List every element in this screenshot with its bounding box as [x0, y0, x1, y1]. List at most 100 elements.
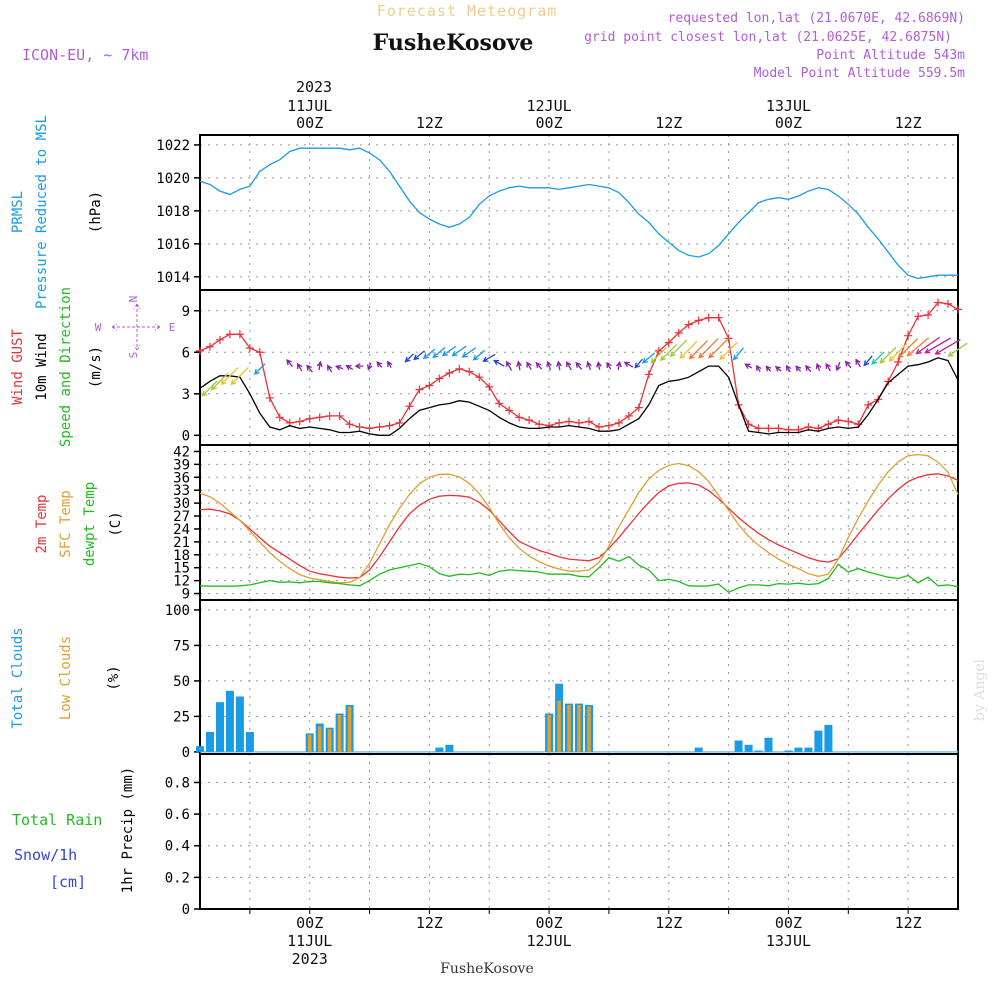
- wind-arrow: [879, 346, 897, 364]
- gust-point: [415, 385, 424, 394]
- gust-point: [515, 413, 524, 422]
- clouds-bar-0: [824, 724, 833, 752]
- time-label-top: 11JUL: [287, 97, 332, 115]
- y-tick-label: 0.2: [165, 870, 190, 886]
- y-tick-label: 1014: [156, 270, 190, 286]
- header-title-faint: Forecast Meteogram: [377, 2, 558, 20]
- gust-point: [485, 382, 494, 391]
- wind-arrow: [506, 360, 513, 371]
- clouds-bar-0: [225, 690, 234, 752]
- panel-label-pressure: (hPa): [88, 191, 104, 233]
- y-tick-label: 0.6: [165, 807, 190, 823]
- gust-point: [245, 344, 254, 353]
- gust-point: [425, 381, 434, 390]
- y-tick-label: 50: [173, 674, 190, 690]
- gust-point: [604, 421, 613, 430]
- wind-arrow: [924, 337, 952, 354]
- gust-point: [505, 406, 514, 415]
- panel-frame-5: [199, 753, 959, 910]
- gust-point: [664, 338, 673, 347]
- gust-point: [704, 313, 713, 322]
- temperature-series-line-1: [199, 453, 959, 584]
- wind-arrow: [641, 352, 656, 364]
- wind-arrow: [774, 365, 782, 372]
- wind-series-line-1: [199, 357, 959, 436]
- clouds-bar-1: [307, 734, 312, 752]
- wind-arrow: [334, 364, 344, 371]
- wind-arrow: [546, 360, 552, 371]
- clouds-bar-0: [694, 747, 703, 752]
- wind-arrow: [708, 338, 729, 359]
- y-tick-label: 18: [173, 548, 190, 564]
- gust-point: [834, 416, 843, 425]
- gust-point: [824, 420, 833, 429]
- time-label-bottom: 00Z: [296, 914, 323, 932]
- wind-arrow: [732, 347, 744, 361]
- y-tick-label: 39: [173, 457, 190, 473]
- clouds-bar-0: [784, 750, 793, 752]
- time-label-bottom: 12JUL: [527, 932, 572, 950]
- clouds-bar-0: [196, 746, 204, 752]
- gust-point: [594, 423, 603, 432]
- y-tick-label: 27: [173, 509, 190, 525]
- clouds-bar-1: [547, 715, 551, 752]
- wind-arrow: [698, 338, 719, 359]
- y-tick-label: 3: [182, 387, 190, 403]
- panel-label-precip: [cm]: [50, 873, 86, 891]
- gust-point: [215, 335, 224, 344]
- clouds-bar-1: [557, 700, 561, 752]
- wind-arrow: [659, 343, 678, 362]
- gust-point: [375, 423, 384, 432]
- panel-label-cloud: Total Clouds: [10, 627, 26, 728]
- gust-point: [714, 313, 723, 322]
- y-tick-label: 0.4: [165, 839, 190, 855]
- requested-coords: requested lon,lat (21.0670E, 42.6869N): [668, 11, 965, 26]
- panel-label-temp: (C): [108, 511, 124, 536]
- wind-arrow: [482, 353, 496, 362]
- wind-arrow: [719, 342, 738, 361]
- clouds-bar-0: [744, 744, 753, 752]
- wind-arrow: [835, 361, 842, 372]
- gust-point: [355, 423, 364, 432]
- footer-station: FusheKosove: [440, 961, 534, 977]
- y-tick-label: 9: [182, 304, 190, 320]
- gust-point: [694, 316, 703, 325]
- wind-arrow: [871, 351, 885, 365]
- panel-label-cloud: Low Clouds: [58, 636, 74, 720]
- panel-label-temp: 2m Temp: [34, 494, 50, 553]
- gust-point: [405, 402, 414, 411]
- gust-point: [345, 420, 354, 429]
- y-tick-label: 15: [173, 561, 190, 577]
- panel-label-precip: Total Rain: [12, 811, 102, 829]
- panel-label-temp: SFC Temp: [58, 490, 74, 557]
- station-title: FusheKosove: [373, 30, 534, 56]
- compass-n: N: [127, 296, 140, 303]
- gust-point: [754, 424, 763, 433]
- gust-point: [395, 418, 404, 427]
- clouds-bar-0: [216, 702, 224, 752]
- wind-arrow: [461, 347, 477, 358]
- wind-arrow: [413, 350, 426, 361]
- precip-axis-label: 1hr Precip (mm): [120, 767, 136, 893]
- wind-arrow: [934, 339, 961, 355]
- gust-point: [255, 348, 264, 357]
- time-label-top: 00Z: [296, 114, 323, 132]
- time-label-bottom: 00Z: [536, 914, 563, 932]
- gust-point: [445, 369, 454, 378]
- wind-arrow: [575, 361, 583, 370]
- wind-arrow: [897, 338, 919, 359]
- panel-frame-1: [199, 134, 959, 291]
- wind-arrow: [688, 340, 709, 360]
- y-tick-label: 6: [182, 345, 190, 361]
- wind-arrow: [844, 360, 852, 369]
- y-tick-label: 75: [173, 638, 190, 654]
- gust-point: [455, 364, 464, 373]
- point-altitude: Point Altitude 543m: [816, 48, 965, 63]
- gust-point: [565, 417, 574, 426]
- panel-label-cloud: (%): [106, 665, 122, 690]
- gust-point: [495, 399, 504, 408]
- wind-arrow: [210, 372, 229, 391]
- clouds-bar-0: [814, 730, 823, 752]
- y-tick-label: 1018: [156, 204, 190, 220]
